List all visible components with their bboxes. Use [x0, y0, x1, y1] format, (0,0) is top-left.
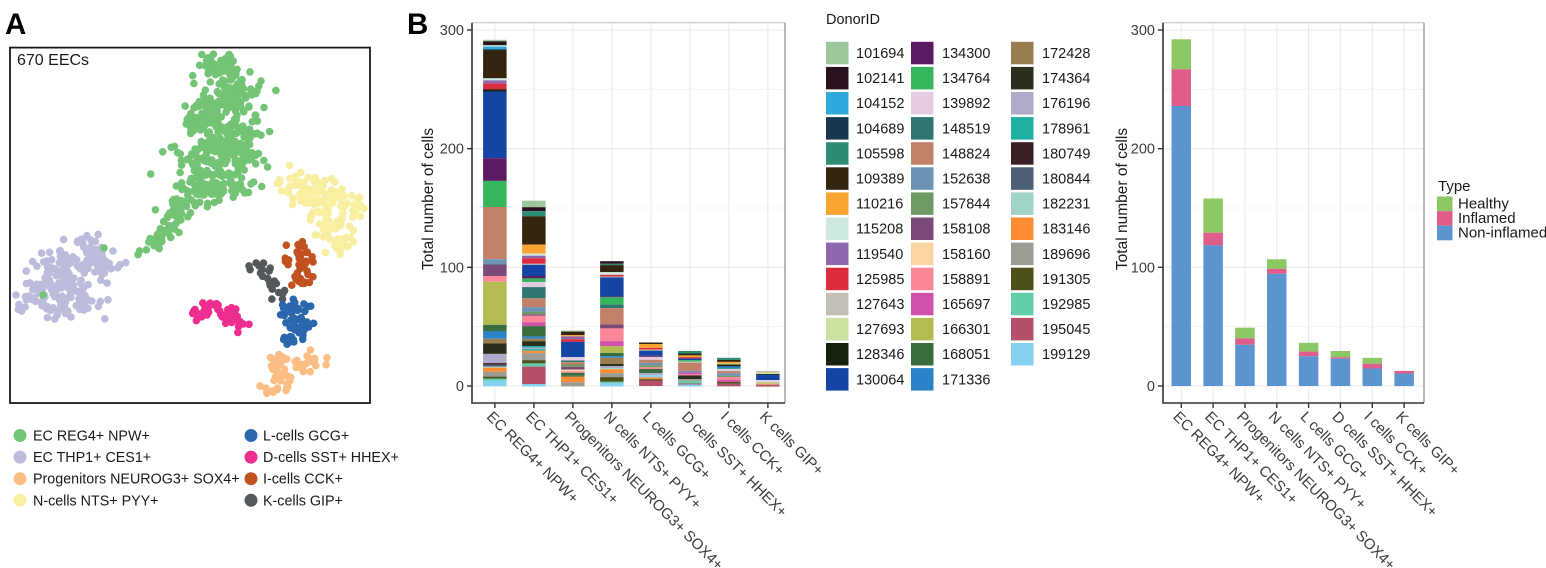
svg-text:0: 0	[456, 379, 464, 395]
svg-text:199129: 199129	[1042, 347, 1090, 363]
svg-text:670 EECs: 670 EECs	[17, 52, 89, 69]
svg-text:L-cells GCG+: L-cells GCG+	[263, 429, 349, 445]
svg-text:300: 300	[440, 23, 464, 39]
svg-text:Non-inflamed: Non-inflamed	[1458, 225, 1546, 242]
svg-text:168051: 168051	[942, 347, 990, 363]
svg-text:100: 100	[1131, 260, 1155, 276]
svg-text:300: 300	[1131, 23, 1155, 39]
svg-text:119540: 119540	[856, 247, 903, 263]
svg-text:102141: 102141	[856, 71, 904, 87]
svg-text:104689: 104689	[856, 121, 904, 137]
svg-text:180844: 180844	[1042, 172, 1090, 188]
svg-text:B: B	[407, 8, 428, 41]
svg-text:DonorID: DonorID	[826, 12, 880, 28]
svg-text:189696: 189696	[1042, 247, 1090, 263]
svg-text:Inflamed: Inflamed	[1458, 210, 1516, 227]
svg-text:152638: 152638	[942, 172, 990, 188]
svg-text:191305: 191305	[1042, 272, 1090, 288]
svg-text:A: A	[5, 8, 26, 41]
svg-text:165697: 165697	[942, 297, 990, 313]
svg-text:157844: 157844	[942, 197, 990, 213]
svg-text:0: 0	[1147, 379, 1155, 395]
svg-text:I-cells CCK+: I-cells CCK+	[263, 472, 343, 488]
svg-text:192985: 192985	[1042, 297, 1090, 313]
svg-text:Type: Type	[1438, 178, 1471, 195]
svg-text:139892: 139892	[942, 96, 990, 112]
svg-text:125985: 125985	[856, 272, 904, 288]
svg-text:EC REG4+ NPW+: EC REG4+ NPW+	[33, 429, 150, 445]
svg-text:195045: 195045	[1042, 322, 1090, 338]
svg-text:127693: 127693	[856, 322, 904, 338]
svg-text:158891: 158891	[942, 272, 990, 288]
svg-text:158108: 158108	[942, 222, 990, 238]
svg-text:Progenitors NEUROG3+ SOX4+: Progenitors NEUROG3+ SOX4+	[33, 472, 240, 488]
svg-text:158160: 158160	[942, 247, 990, 263]
svg-text:183146: 183146	[1042, 222, 1090, 238]
svg-text:Total number of cells: Total number of cells	[1114, 128, 1131, 270]
svg-text:Healthy: Healthy	[1458, 196, 1509, 213]
svg-text:N-cells NTS+ PYY+: N-cells NTS+ PYY+	[33, 493, 159, 509]
svg-text:200: 200	[1131, 142, 1155, 158]
svg-text:101694: 101694	[856, 46, 904, 62]
svg-text:134764: 134764	[942, 71, 990, 87]
svg-text:134300: 134300	[942, 46, 990, 62]
svg-text:180749: 180749	[1042, 146, 1090, 162]
svg-text:100: 100	[440, 260, 464, 276]
svg-text:109389: 109389	[856, 172, 904, 188]
svg-text:110216: 110216	[856, 197, 903, 213]
svg-text:Total number of cells: Total number of cells	[420, 128, 437, 270]
svg-text:178961: 178961	[1042, 121, 1090, 137]
svg-text:148824: 148824	[942, 146, 990, 162]
svg-text:105598: 105598	[856, 146, 904, 162]
svg-text:182231: 182231	[1042, 197, 1090, 213]
svg-text:EC THP1+ CES1+: EC THP1+ CES1+	[33, 450, 151, 466]
svg-text:115208: 115208	[856, 222, 903, 238]
svg-text:104152: 104152	[856, 96, 904, 112]
svg-text:166301: 166301	[942, 322, 990, 338]
svg-text:D-cells SST+ HHEX+: D-cells SST+ HHEX+	[263, 450, 399, 466]
svg-text:148519: 148519	[942, 121, 990, 137]
svg-text:200: 200	[440, 142, 464, 158]
svg-text:171336: 171336	[942, 372, 990, 388]
svg-text:130064: 130064	[856, 372, 904, 388]
svg-text:128346: 128346	[856, 347, 904, 363]
svg-text:176196: 176196	[1042, 96, 1090, 112]
svg-text:127643: 127643	[856, 297, 904, 313]
svg-text:174364: 174364	[1042, 71, 1090, 87]
svg-text:K-cells GIP+: K-cells GIP+	[263, 493, 343, 509]
svg-text:172428: 172428	[1042, 46, 1090, 62]
